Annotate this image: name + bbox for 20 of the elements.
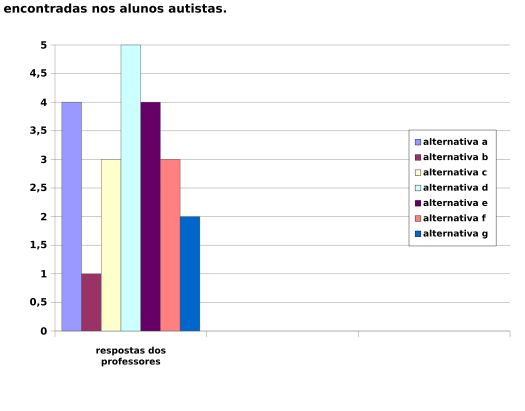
y-tick-label: 4 <box>40 98 47 106</box>
legend-label: alternativa a <box>423 138 488 145</box>
legend-label: alternativa f <box>423 214 486 222</box>
y-tick-label: 4,5 <box>30 69 47 78</box>
x-tick-label: respostas dos professores <box>96 346 166 366</box>
y-tick-label: 1 <box>41 270 47 278</box>
legend-label: alternativa d <box>423 184 488 191</box>
y-tick-label: 5 <box>41 41 47 49</box>
legend-label: alternativa b <box>423 153 488 160</box>
chart-title: encontradas nos alunos autistas. <box>4 4 226 13</box>
y-tick-label: 1,5 <box>30 240 47 250</box>
y-tick-label: 0,5 <box>30 298 47 307</box>
y-tick-label: 2,5 <box>30 184 47 192</box>
legend-label: alternativa g <box>423 230 488 238</box>
legend-label: alternativa e <box>423 199 488 206</box>
y-tick-label: 3,5 <box>30 126 47 136</box>
y-tick-label: 3 <box>40 156 46 164</box>
legend-label: alternativa c <box>423 168 486 176</box>
y-tick-label: 2 <box>41 212 46 220</box>
y-tick-label: 0 <box>40 327 47 335</box>
